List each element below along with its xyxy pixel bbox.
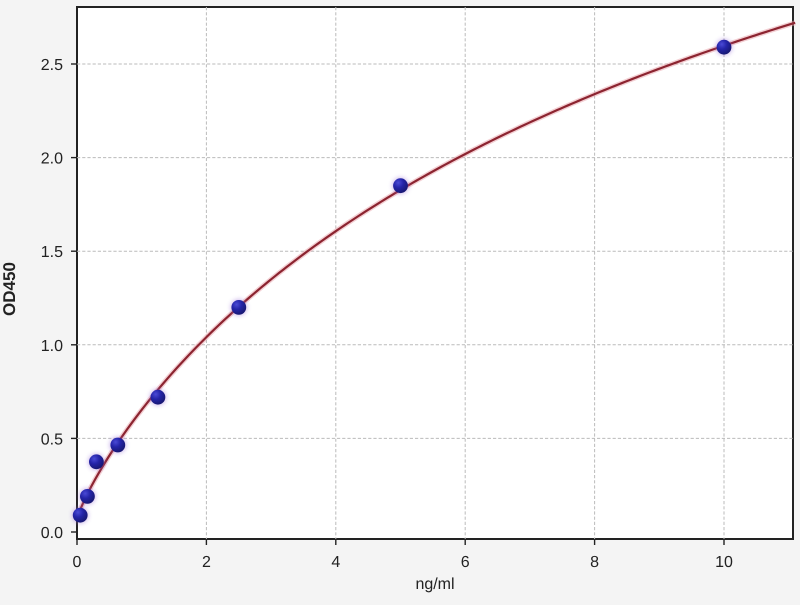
- svg-text:4: 4: [331, 554, 340, 571]
- svg-text:0.0: 0.0: [41, 525, 63, 542]
- svg-text:2.5: 2.5: [41, 57, 63, 74]
- svg-text:ng/ml: ng/ml: [415, 576, 454, 593]
- svg-text:1.5: 1.5: [41, 244, 63, 261]
- svg-text:6: 6: [461, 554, 470, 571]
- svg-text:0: 0: [73, 554, 82, 571]
- svg-text:10: 10: [715, 554, 733, 571]
- svg-text:2: 2: [202, 554, 211, 571]
- svg-text:OD450: OD450: [0, 262, 19, 316]
- svg-text:8: 8: [590, 554, 599, 571]
- svg-text:1.0: 1.0: [41, 338, 63, 355]
- svg-text:0.5: 0.5: [41, 431, 63, 448]
- svg-text:2.0: 2.0: [41, 151, 63, 168]
